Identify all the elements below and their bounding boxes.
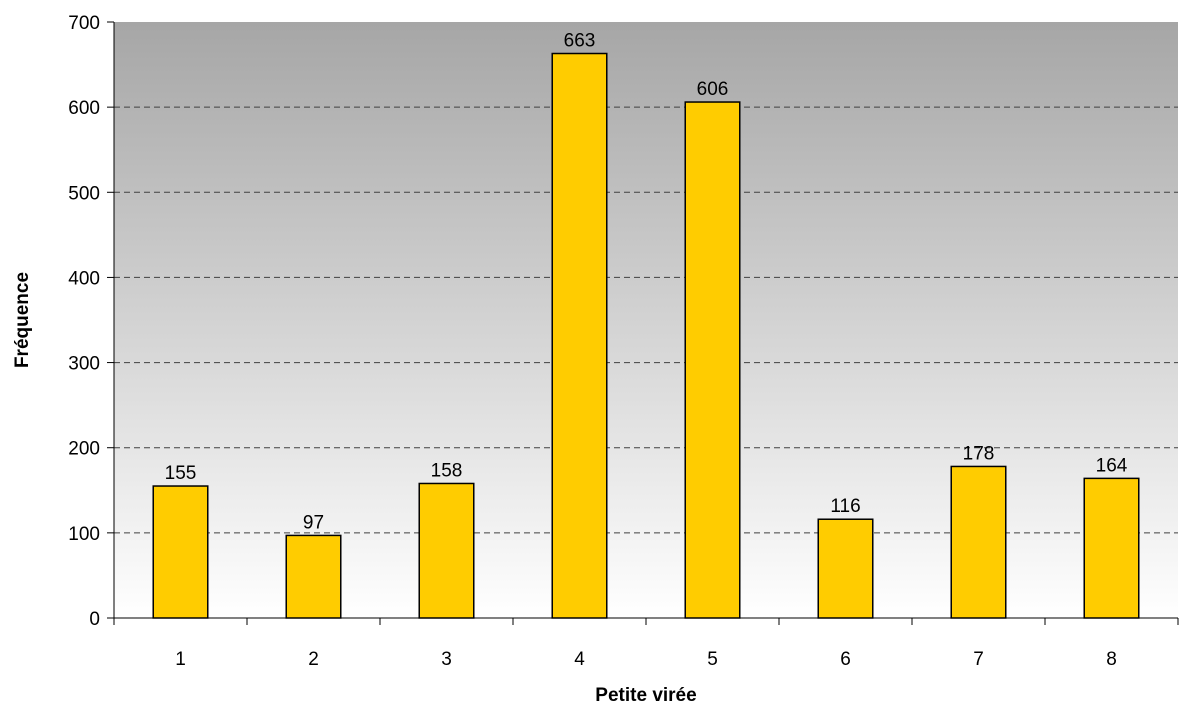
- bar-7: [950, 465, 1007, 619]
- data-label-1: 155: [165, 463, 197, 484]
- data-labels: 155 97 158 663 606 116 178 164: [165, 31, 1128, 534]
- y-tick-label: 200: [68, 439, 100, 460]
- x-tick-label: 7: [973, 649, 984, 670]
- bar-4: [551, 52, 608, 619]
- x-tick-label: 3: [441, 649, 452, 670]
- data-label-4: 663: [564, 31, 596, 52]
- bar-2: [285, 534, 342, 619]
- y-tick-label: 700: [68, 13, 100, 34]
- bar-3: [418, 482, 475, 619]
- x-axis-title: Petite virée: [595, 685, 696, 706]
- bar-5: [684, 101, 741, 619]
- axes: [107, 21, 1179, 625]
- y-tick-label: 400: [68, 268, 100, 289]
- bar-8: [1083, 477, 1140, 619]
- y-tick-label: 500: [68, 183, 100, 204]
- y-tick-label: 0: [89, 609, 100, 630]
- data-label-8: 164: [1096, 455, 1128, 476]
- data-label-3: 158: [431, 460, 463, 481]
- x-tick-label: 2: [308, 649, 319, 670]
- y-tick-label: 600: [68, 98, 100, 119]
- bars: [152, 52, 1140, 619]
- data-label-5: 606: [697, 79, 729, 100]
- y-axis-title: Fréquence: [12, 272, 33, 368]
- y-tick-label: 300: [68, 354, 100, 375]
- plot-area: [114, 22, 1178, 618]
- y-tick-label: 100: [68, 524, 100, 545]
- bar-1: [152, 485, 209, 619]
- data-label-2: 97: [303, 512, 324, 533]
- x-tick-labels: 1 2 3 4 5 6 7 8: [175, 649, 1117, 670]
- x-tick-label: 8: [1106, 649, 1117, 670]
- data-label-7: 178: [963, 443, 995, 464]
- x-tick-label: 1: [175, 649, 186, 670]
- gridlines: [114, 106, 1178, 534]
- x-tick-label: 4: [574, 649, 585, 670]
- y-tick-labels: 0 100 200 300 400 500 600 700: [68, 13, 100, 630]
- bar-6: [817, 518, 874, 619]
- x-tick-label: 6: [840, 649, 851, 670]
- x-tick-label: 5: [707, 649, 718, 670]
- data-label-6: 116: [830, 496, 860, 517]
